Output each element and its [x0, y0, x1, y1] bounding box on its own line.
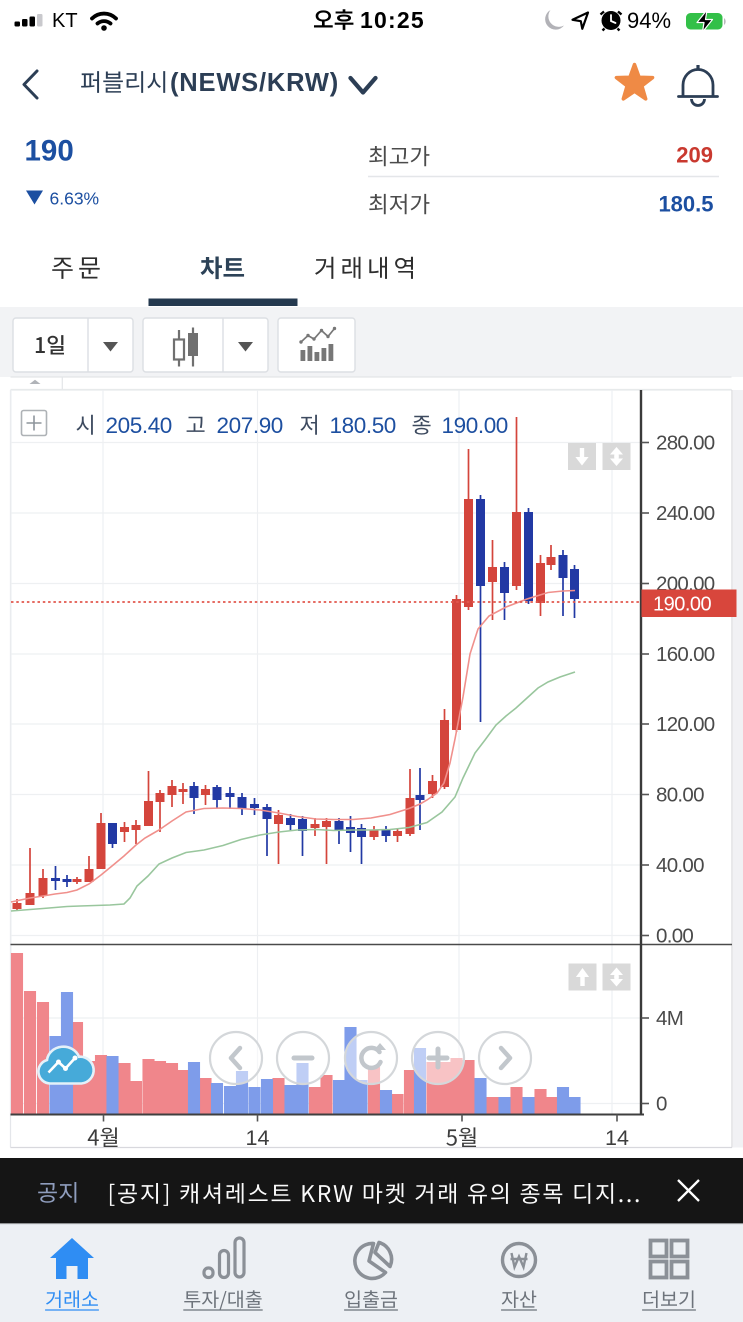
svg-text:190.00: 190.00 — [442, 413, 508, 438]
svg-text:14: 14 — [605, 1126, 629, 1150]
svg-text:0.00: 0.00 — [656, 925, 693, 948]
svg-text:240.00: 240.00 — [656, 502, 715, 525]
svg-text:190: 190 — [25, 135, 74, 168]
svg-text:4M: 4M — [656, 1007, 683, 1030]
svg-text:207.90: 207.90 — [217, 413, 283, 438]
svg-text:(NEWS/KRW): (NEWS/KRW) — [170, 69, 339, 97]
svg-text:180.50: 180.50 — [330, 413, 396, 438]
svg-text:205.40: 205.40 — [106, 413, 172, 438]
svg-text:40.00: 40.00 — [656, 854, 704, 877]
svg-text:10:25: 10:25 — [360, 7, 425, 33]
svg-text:14: 14 — [246, 1126, 270, 1150]
svg-text:120.00: 120.00 — [656, 713, 715, 736]
svg-text:209: 209 — [676, 143, 713, 168]
svg-text:80.00: 80.00 — [656, 784, 704, 807]
svg-text:6.63%: 6.63% — [50, 189, 100, 209]
svg-text:0: 0 — [656, 1093, 667, 1116]
svg-text:KT: KT — [52, 10, 78, 32]
svg-text:280.00: 280.00 — [656, 432, 715, 455]
svg-text:180.5: 180.5 — [658, 192, 713, 217]
svg-text:190.00: 190.00 — [653, 594, 712, 616]
svg-text:94%: 94% — [627, 8, 671, 33]
svg-text:160.00: 160.00 — [656, 643, 715, 666]
